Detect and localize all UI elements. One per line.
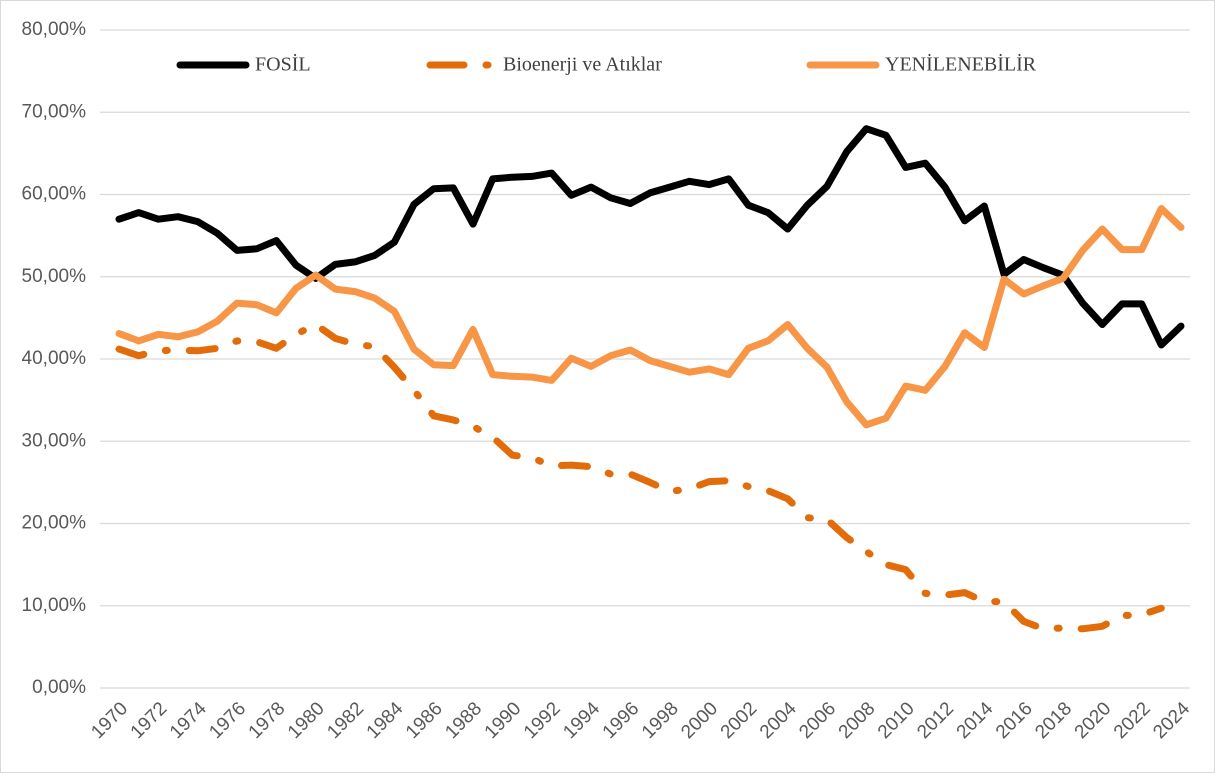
y-tick-label: 0,00% xyxy=(32,677,86,698)
y-tick-label: 70,00% xyxy=(22,101,87,122)
legend-label: YENİLENEBİLİR xyxy=(885,53,1037,76)
series-line xyxy=(115,321,1165,633)
y-tick-label: 60,00% xyxy=(22,184,87,205)
legend-label: FOSİL xyxy=(255,53,311,76)
y-tick-label: 20,00% xyxy=(22,513,87,534)
legend-label: Bioenerji ve Atıklar xyxy=(503,54,662,76)
series-line xyxy=(115,205,1185,429)
y-tick-label: 40,00% xyxy=(22,348,87,369)
y-tick-label: 80,00% xyxy=(22,19,87,40)
y-tick-label: 10,00% xyxy=(22,595,87,616)
y-tick-label: 50,00% xyxy=(22,266,87,287)
series-line xyxy=(115,125,1185,349)
y-tick-label: 30,00% xyxy=(22,430,87,451)
